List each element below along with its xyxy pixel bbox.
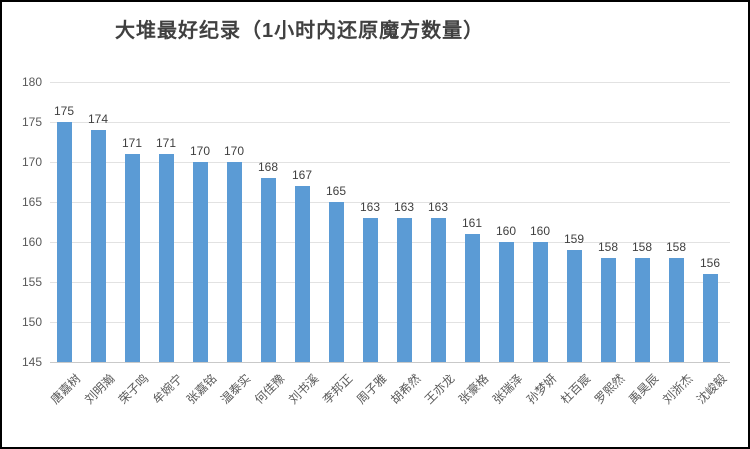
x-axis-label: 王亦龙 <box>421 371 458 407</box>
x-axis-label: 罗熙然 <box>591 371 628 407</box>
gridline <box>50 201 730 203</box>
gridline <box>50 161 730 163</box>
bar <box>158 154 174 362</box>
bar <box>430 218 446 362</box>
plot-area: 175 174 171 171 170 170 168 167 165 163 163 163 161 1… <box>50 81 730 363</box>
y-axis-label: 160 <box>21 235 42 249</box>
gridline <box>50 81 730 83</box>
bar-value-label: 163 <box>359 200 381 214</box>
y-axis-label: 145 <box>21 355 42 369</box>
x-axis-label: 禹昊辰 <box>625 371 662 407</box>
bar-value-label: 159 <box>563 232 585 246</box>
bar <box>396 218 412 362</box>
bar-value-label: 160 <box>529 224 551 238</box>
y-axis-label: 180 <box>21 75 42 89</box>
x-axis-label: 牟婉宁 <box>149 371 186 407</box>
x-axis-label: 胡希然 <box>387 371 424 407</box>
bar <box>226 162 242 362</box>
x-axis-label: 荣子鸣 <box>115 371 152 407</box>
bar <box>90 130 106 362</box>
bar-value-label: 161 <box>461 216 483 230</box>
bar <box>634 258 650 362</box>
x-axis-label: 温泰实 <box>217 371 254 407</box>
bar <box>498 242 514 362</box>
bar-value-label: 156 <box>699 256 721 270</box>
bar-value-label: 160 <box>495 224 517 238</box>
bar <box>600 258 616 362</box>
y-axis-label: 175 <box>21 115 42 129</box>
gridline <box>50 281 730 283</box>
bar-value-label: 170 <box>189 144 211 158</box>
bar-value-label: 163 <box>393 200 415 214</box>
x-axis-label: 张瑞泽 <box>489 371 526 407</box>
bar-value-label: 175 <box>53 104 75 118</box>
bar <box>294 186 310 362</box>
bar-value-label: 158 <box>597 240 619 254</box>
bar-value-label: 158 <box>631 240 653 254</box>
x-axis-label: 唐嘉树 <box>47 371 84 407</box>
bar <box>328 202 344 362</box>
chart-title: 大堆最好纪录（1小时内还原魔方数量） <box>115 20 485 42</box>
bar <box>362 218 378 362</box>
bar <box>566 250 582 362</box>
bar <box>702 274 718 362</box>
bar <box>464 234 480 362</box>
bar-value-label: 171 <box>121 136 143 150</box>
gridline <box>50 241 730 243</box>
gridline <box>50 361 730 363</box>
x-axis-label: 张嘉铭 <box>183 371 220 407</box>
bar-value-label: 158 <box>665 240 687 254</box>
bar-value-label: 170 <box>223 144 245 158</box>
x-axis-label: 沈峻毅 <box>693 371 730 407</box>
x-axis-label: 何佳豫 <box>251 371 288 407</box>
x-axis-label: 刘明瀚 <box>81 371 118 407</box>
bar <box>260 178 276 362</box>
y-axis-label: 155 <box>21 275 42 289</box>
gridline <box>50 321 730 323</box>
bar <box>532 242 548 362</box>
x-axis-label: 刘浙杰 <box>659 371 696 407</box>
bar <box>192 162 208 362</box>
x-axis-label: 杜百宸 <box>557 371 594 407</box>
bar-value-label: 168 <box>257 160 279 174</box>
x-axis-label: 李邦正 <box>319 371 356 407</box>
bar <box>124 154 140 362</box>
bar-value-label: 163 <box>427 200 449 214</box>
bar-value-label: 165 <box>325 184 347 198</box>
x-axis-label: 刘书溪 <box>285 371 322 407</box>
y-axis-label: 165 <box>21 195 42 209</box>
y-axis-label: 150 <box>21 315 42 329</box>
x-axis-label: 张豪格 <box>455 371 492 407</box>
x-axis-label: 孙梦妍 <box>523 371 560 407</box>
bar-value-label: 171 <box>155 136 177 150</box>
x-axis-label: 周子雅 <box>353 371 390 407</box>
bar-value-label: 167 <box>291 168 313 182</box>
y-axis-label: 170 <box>21 155 42 169</box>
bar <box>668 258 684 362</box>
gridline <box>50 121 730 123</box>
bar-value-label: 174 <box>87 112 109 126</box>
bar <box>56 122 72 362</box>
